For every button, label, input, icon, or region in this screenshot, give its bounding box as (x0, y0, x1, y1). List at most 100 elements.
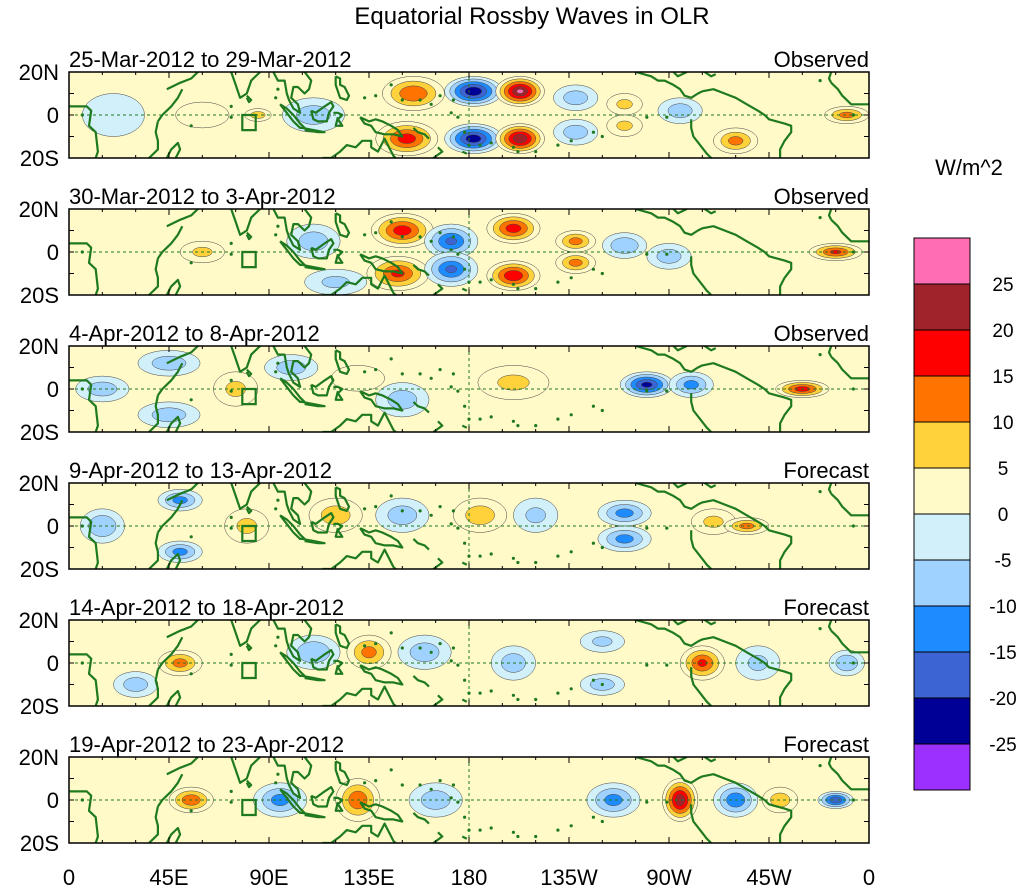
positive-anomaly (346, 634, 392, 670)
coastline (165, 415, 182, 432)
island (534, 560, 538, 565)
island (600, 408, 604, 413)
contour-level (615, 534, 634, 544)
positive-anomaly (555, 251, 596, 274)
island (276, 635, 280, 639)
island (489, 826, 493, 830)
negative-anomaly (579, 630, 625, 653)
coastline (322, 274, 397, 295)
island (463, 130, 467, 134)
positive-anomaly (555, 230, 596, 253)
contour-level (703, 515, 724, 528)
coastline (432, 694, 444, 706)
latitude-label: 0 (47, 651, 59, 676)
island (534, 287, 538, 291)
contour-level (616, 120, 633, 131)
contour-level (563, 90, 589, 106)
island (229, 241, 233, 245)
island (389, 768, 393, 772)
longitude-label: 180 (451, 865, 488, 890)
longitude-label: 45E (149, 865, 188, 890)
positive-anomaly (477, 365, 550, 400)
coastline (333, 111, 344, 127)
coastline (412, 675, 430, 688)
island (463, 267, 467, 271)
island (276, 772, 280, 776)
coastlines (69, 209, 869, 295)
coastline (830, 219, 869, 243)
island (276, 87, 280, 91)
coastline (690, 804, 712, 843)
coastline (69, 379, 100, 432)
island (429, 787, 433, 791)
latitude-label: 20N (19, 334, 59, 359)
coastline (156, 636, 184, 671)
island (456, 663, 460, 667)
island (851, 113, 856, 117)
coastline (432, 831, 444, 843)
island (451, 372, 455, 376)
island (511, 282, 515, 286)
coastline (690, 256, 712, 295)
contour-level (616, 99, 633, 110)
positive-anomaly (662, 778, 699, 822)
coastline (334, 623, 351, 650)
coastline (412, 401, 430, 414)
coastline (302, 126, 326, 134)
colorbar-label: 15 (992, 367, 1013, 388)
latitude-label: 20N (19, 745, 59, 770)
positive-anomaly (824, 106, 869, 124)
island (456, 526, 460, 530)
coastline (334, 349, 351, 375)
latitude-label: 20S (20, 146, 59, 171)
contour-level (667, 103, 693, 118)
coastline (69, 790, 100, 843)
coastline (432, 557, 444, 569)
coastline (310, 648, 335, 671)
negative-anomaly (735, 645, 781, 681)
coastline (148, 395, 159, 432)
colorbar-label: 5 (998, 459, 1009, 480)
panel-status: Forecast (783, 595, 869, 620)
coastline (148, 669, 159, 706)
coastline (69, 105, 100, 158)
island (418, 783, 422, 787)
island (418, 646, 422, 650)
island (449, 111, 453, 115)
colorbar-swatch (913, 697, 971, 745)
island (645, 663, 649, 667)
coastline (166, 620, 199, 639)
island (189, 672, 193, 676)
island (818, 353, 822, 357)
island (591, 267, 596, 271)
coastline (334, 760, 351, 787)
coastline (830, 82, 869, 106)
island (665, 252, 669, 256)
island (478, 828, 482, 832)
coastline (703, 346, 717, 352)
coastline (310, 375, 335, 397)
coastline (230, 757, 261, 784)
island (449, 796, 453, 800)
colorbar-label: -15 (989, 643, 1016, 664)
longitude-label: 135E (343, 865, 394, 890)
colorbar-label: 20 (992, 321, 1013, 342)
island (449, 659, 453, 663)
contour-level (320, 505, 351, 525)
coastline (359, 527, 404, 549)
coastline (272, 346, 313, 388)
coastline (412, 812, 430, 825)
island (363, 96, 367, 100)
positive-anomaly (808, 243, 863, 261)
negative-anomaly (137, 401, 201, 428)
contour-level (505, 223, 522, 233)
coastline (359, 801, 404, 823)
negative-anomaly (657, 97, 703, 124)
negative-anomaly (444, 76, 503, 107)
coastlines (69, 757, 869, 843)
island (478, 280, 482, 284)
negative-anomaly (586, 782, 641, 818)
coastline (830, 493, 869, 517)
map-panel: 14-Apr-2012 to 18-Apr-2012 Forecast 20N 0 20… (19, 595, 870, 719)
contour-level (604, 794, 623, 806)
